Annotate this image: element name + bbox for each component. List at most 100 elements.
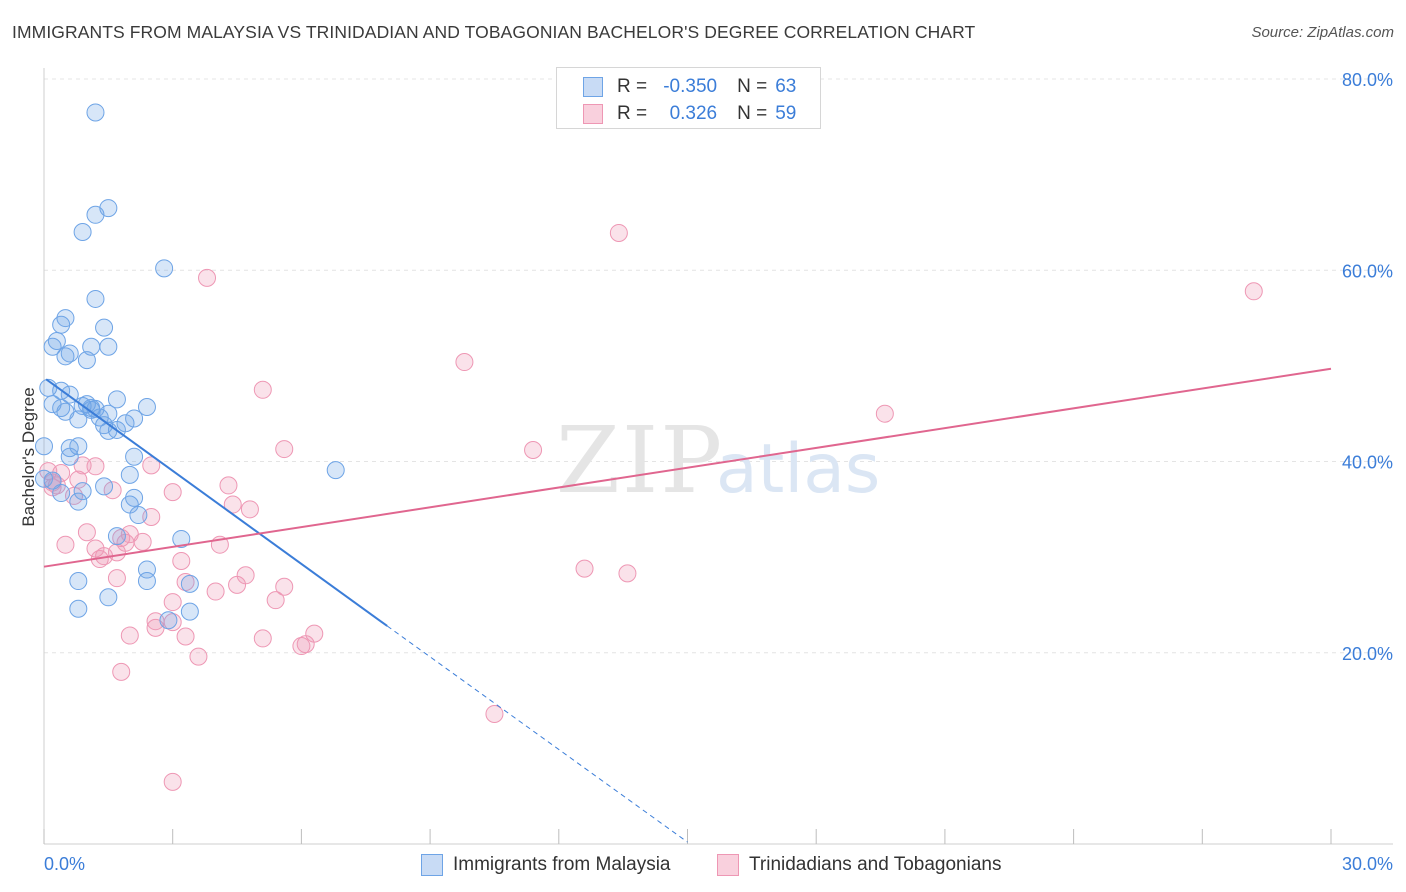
point-trinidadians (275, 577, 294, 596)
point-malaysia (73, 482, 92, 501)
point-malaysia (180, 574, 199, 593)
point-malaysia (99, 588, 118, 607)
point-malaysia (159, 611, 178, 630)
point-trinidadians (292, 637, 311, 656)
point-malaysia (43, 337, 62, 356)
point-malaysia (56, 347, 75, 366)
point-malaysia (326, 461, 345, 480)
point-trinidadians (163, 483, 182, 502)
point-trinidadians (524, 441, 543, 460)
y-tick-label: 40.0% (1342, 453, 1393, 473)
trendline-trinidadians (43, 367, 1332, 568)
correlation-legend: R = -0.350 N = 63 R = 0.326 N = 59 (556, 67, 821, 129)
y-tick-label: 60.0% (1342, 261, 1393, 281)
point-trinidadians (1244, 282, 1263, 301)
point-trinidadians (253, 380, 272, 399)
n-value: 59 (775, 103, 797, 124)
point-trinidadians (253, 629, 272, 648)
trendline-malaysia (45, 378, 388, 627)
n-value: 63 (775, 76, 797, 97)
series-trinidadians-points (39, 223, 1263, 791)
point-trinidadians (219, 476, 238, 495)
y-tick-label: 80.0% (1342, 70, 1393, 90)
point-malaysia (35, 437, 53, 456)
point-malaysia (155, 259, 174, 278)
point-malaysia (77, 351, 96, 370)
point-trinidadians (107, 569, 126, 588)
point-trinidadians (455, 353, 474, 372)
y-tick-label: 20.0% (1342, 644, 1393, 664)
r-label: R = (617, 76, 648, 97)
swatch-malaysia (583, 77, 603, 97)
point-trinidadians (120, 626, 139, 645)
point-malaysia (86, 205, 105, 224)
point-trinidadians (86, 457, 105, 476)
point-trinidadians (875, 404, 894, 423)
point-malaysia (73, 223, 92, 241)
point-trinidadians (176, 627, 195, 646)
point-malaysia (69, 492, 88, 511)
x-tick-label: 30.0% (1342, 854, 1393, 874)
point-trinidadians (275, 440, 294, 459)
point-trinidadians (618, 564, 637, 583)
series-legend: Immigrants from Malaysia Trinidadians an… (0, 852, 1406, 878)
n-label: N = (737, 103, 768, 124)
point-malaysia (95, 477, 114, 496)
x-tick-label: 0.0% (44, 854, 85, 874)
trendlines (43, 367, 1332, 843)
point-malaysia (99, 337, 118, 356)
point-malaysia (86, 289, 105, 308)
point-malaysia (60, 447, 79, 466)
point-malaysia (137, 572, 156, 591)
point-malaysia (69, 599, 88, 618)
point-trinidadians (240, 500, 259, 519)
legend-swatch-trinidadians (717, 854, 739, 876)
legend-label-malaysia: Immigrants from Malaysia (453, 854, 671, 875)
legend-swatch-malaysia (421, 854, 443, 876)
point-trinidadians (103, 481, 122, 500)
watermark: ZIP atlas (556, 407, 880, 514)
point-malaysia (125, 409, 144, 428)
r-label: R = (617, 103, 648, 124)
point-trinidadians (266, 591, 285, 610)
trendline-malaysia-extension (386, 625, 688, 843)
legend-label-trinidadians: Trinidadians and Tobagonians (749, 854, 1002, 875)
point-trinidadians (163, 593, 182, 612)
n-label: N = (737, 76, 768, 97)
point-malaysia (52, 315, 71, 334)
legend-item-trinidadians: Trinidadians and Tobagonians (717, 852, 1001, 878)
point-malaysia (129, 506, 148, 525)
point-malaysia (86, 103, 105, 122)
swatch-trinidadians (583, 104, 603, 124)
point-malaysia (95, 318, 114, 337)
point-malaysia (69, 410, 88, 429)
point-trinidadians (575, 559, 594, 578)
point-trinidadians (206, 582, 225, 601)
legend-row-trinidadians: R = 0.326 N = 59 (583, 102, 796, 126)
point-trinidadians (228, 575, 247, 594)
point-trinidadians (485, 704, 504, 723)
point-trinidadians (56, 535, 75, 554)
point-trinidadians (133, 532, 152, 551)
point-trinidadians (112, 662, 131, 681)
x-tick-labels: 0.0% 30.0% (44, 854, 1393, 874)
point-malaysia (107, 390, 126, 409)
point-trinidadians (142, 456, 161, 475)
legend-row-malaysia: R = -0.350 N = 63 (583, 75, 796, 99)
point-malaysia (107, 527, 126, 546)
point-trinidadians (198, 268, 217, 287)
point-malaysia (125, 447, 144, 466)
chart-title: IMMIGRANTS FROM MALAYSIA VS TRINIDADIAN … (12, 22, 976, 42)
point-trinidadians (73, 456, 92, 475)
series-malaysia-points (35, 103, 345, 630)
point-trinidadians (77, 523, 96, 542)
point-malaysia (137, 397, 156, 416)
legend-item-malaysia: Immigrants from Malaysia (421, 852, 671, 878)
point-trinidadians (163, 772, 182, 791)
point-trinidadians (609, 223, 628, 242)
point-malaysia (52, 484, 71, 503)
point-trinidadians (189, 647, 208, 666)
point-trinidadians (172, 551, 191, 570)
point-malaysia (172, 529, 191, 548)
